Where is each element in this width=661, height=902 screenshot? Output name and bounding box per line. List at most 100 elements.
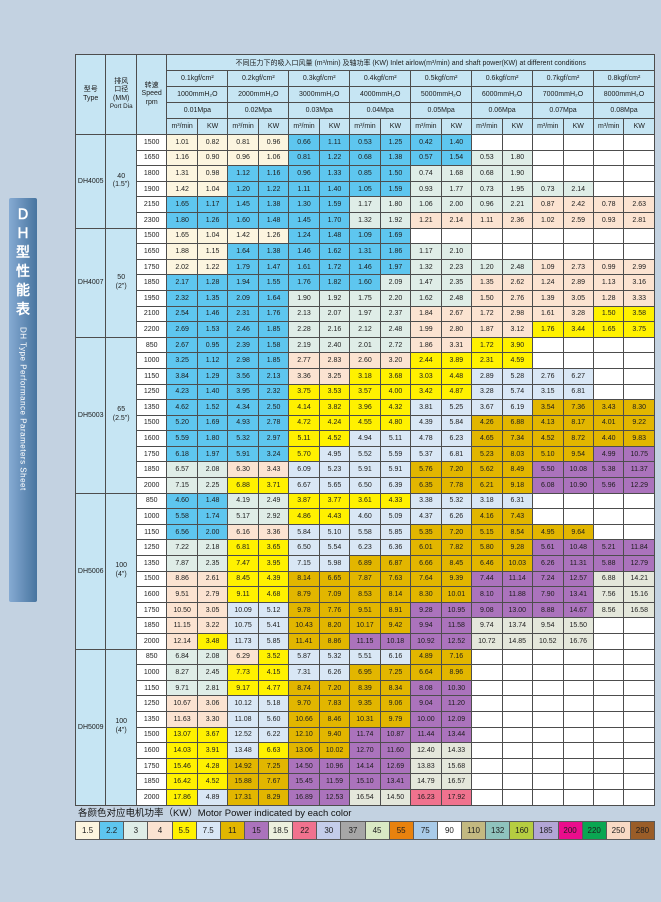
power-cell: [562, 679, 594, 697]
flow-cell: 4.86: [288, 508, 320, 525]
flow-cell: 6.18: [166, 445, 198, 463]
legend-swatch-1.5kw: 1.5: [75, 821, 101, 840]
power-cell: 2.79: [196, 586, 229, 603]
pressure-mpa-header: 0.04Mpa: [349, 102, 412, 119]
flow-cell: 11.73: [227, 633, 259, 650]
power-cell: 13.41: [562, 586, 594, 603]
power-cell: 1.92: [379, 211, 412, 229]
flow-cell: [471, 648, 503, 666]
flow-cell: 0.53: [471, 149, 503, 167]
flow-cell: 6.56: [166, 523, 198, 541]
legend-swatch-3kw: 3: [124, 821, 149, 840]
power-cell: 3.91: [196, 742, 229, 759]
power-cell: [623, 336, 655, 354]
flow-cell: 1.62: [410, 289, 442, 307]
flow-cell: [592, 633, 625, 650]
flow-cell: [592, 492, 625, 510]
power-cell: 5.09: [379, 508, 412, 525]
flow-cell: 5.76: [410, 461, 442, 479]
flow-cell: 1.13: [592, 274, 625, 291]
power-cell: 1.22: [257, 180, 290, 198]
flow-cell: 2.28: [288, 321, 320, 338]
flow-cell: 0.78: [592, 196, 625, 213]
flow-cell: 1.24: [532, 274, 564, 291]
speed-cell: 850: [135, 492, 168, 510]
power-cell: [623, 695, 655, 712]
power-cell: 2.97: [257, 430, 290, 447]
flow-cell: 0.99: [592, 258, 625, 276]
flow-cell: 1.24: [288, 227, 320, 245]
power-cell: 4.59: [501, 352, 534, 369]
power-cell: 5.23: [318, 461, 351, 479]
flow-cell: 0.73: [471, 180, 503, 198]
power-cell: 2.14: [562, 180, 594, 198]
power-cell: 6.22: [257, 726, 290, 744]
flow-cell: 11.74: [349, 726, 381, 744]
power-cell: 3.75: [623, 321, 655, 338]
legend-swatch-280kw: 280: [630, 821, 655, 840]
flow-cell: 9.28: [410, 601, 442, 619]
power-cell: 1.76: [257, 305, 290, 323]
power-cell: 1.33: [318, 165, 351, 182]
flow-cell: 3.15: [532, 383, 564, 401]
power-cell: 2.63: [623, 196, 655, 213]
legend-swatch-90kw: 90: [437, 821, 462, 840]
power-cell: [562, 243, 594, 260]
power-cell: 4.33: [379, 492, 412, 510]
speed-cell: 1000: [135, 352, 168, 369]
power-cell: 7.36: [562, 399, 594, 416]
speed-cell: 1600: [135, 742, 168, 759]
power-cell: [501, 664, 534, 681]
power-cell: 6.88: [501, 414, 534, 432]
power-cell: 6.81: [562, 383, 594, 401]
power-cell: 0.96: [257, 134, 290, 151]
flow-cell: 3.54: [532, 399, 564, 416]
power-cell: 11.59: [318, 773, 351, 790]
power-cell: 3.53: [318, 383, 351, 401]
flow-cell: 1.01: [166, 134, 198, 151]
unit-power-header: KW: [623, 118, 655, 135]
power-cell: 8.03: [501, 445, 534, 463]
flow-cell: 6.30: [227, 461, 259, 479]
power-cell: 1.11: [318, 134, 351, 151]
power-cell: 0.90: [196, 149, 229, 167]
flow-cell: 8.08: [410, 679, 442, 697]
power-cell: 5.28: [501, 367, 534, 385]
flow-cell: 6.16: [227, 523, 259, 541]
flow-cell: 8.45: [227, 570, 259, 588]
flow-cell: [532, 352, 564, 369]
legend-swatch-45kw: 45: [365, 821, 390, 840]
speed-cell: 850: [135, 648, 168, 666]
power-cell: [562, 149, 594, 167]
flow-cell: 5.20: [166, 414, 198, 432]
power-cell: 9.79: [379, 710, 412, 728]
power-cell: 1.72: [318, 258, 351, 276]
power-cell: [501, 757, 534, 775]
flow-cell: 6.64: [410, 664, 442, 681]
column-header-model: 型号 Type: [74, 54, 107, 135]
pressure-mpa-header: 0.02Mpa: [227, 102, 290, 119]
flow-cell: 8.86: [166, 570, 198, 588]
power-cell: 15.68: [440, 757, 473, 775]
power-cell: 8.96: [440, 664, 473, 681]
speed-cell: 1350: [135, 710, 168, 728]
legend-swatch-110kw: 110: [462, 821, 487, 840]
power-cell: 7.76: [318, 601, 351, 619]
power-cell: [501, 227, 534, 245]
pressure-mpa-header: 0.05Mpa: [410, 102, 473, 119]
sidebar-title-char: Ｄ: [16, 206, 30, 222]
flow-cell: [532, 695, 564, 712]
flow-cell: [471, 679, 503, 697]
pressure-mmh2o-header: 4000mmH₂O: [349, 86, 412, 103]
flow-cell: 2.39: [227, 336, 259, 354]
power-cell: 1.17: [196, 196, 229, 213]
power-cell: 3.58: [623, 305, 655, 323]
power-cell: 2.37: [379, 305, 412, 323]
flow-cell: 14.50: [288, 757, 320, 775]
power-cell: 6.63: [257, 742, 290, 759]
flow-cell: [532, 710, 564, 728]
flow-cell: [592, 742, 625, 759]
power-cell: 1.50: [379, 165, 412, 182]
flow-cell: 5.11: [288, 430, 320, 447]
